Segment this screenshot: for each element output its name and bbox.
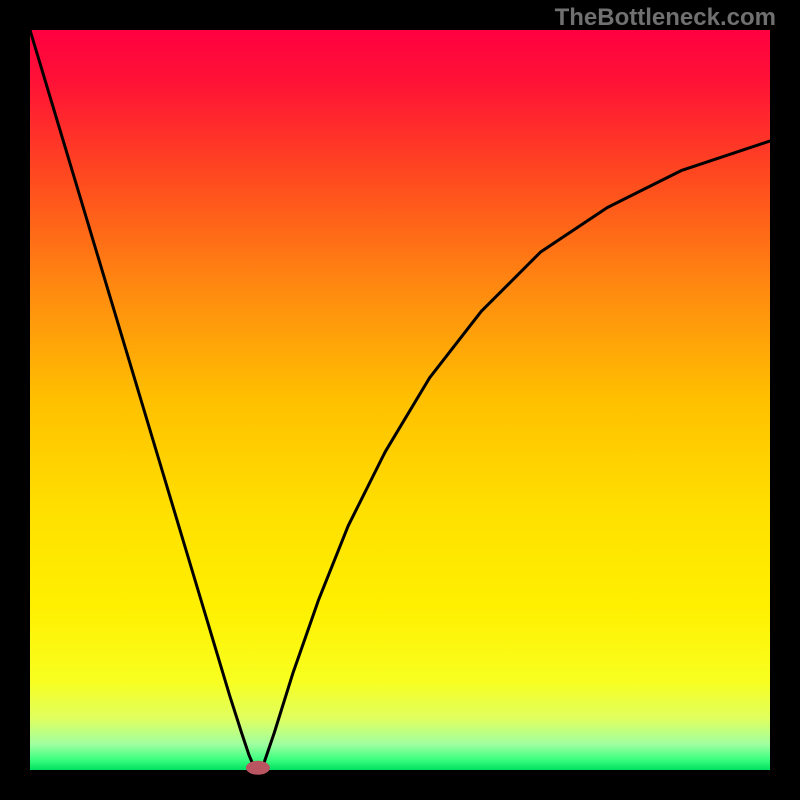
- minimum-marker: [246, 761, 270, 775]
- chart-container: TheBottleneck.com: [0, 0, 800, 800]
- bottleneck-chart: [0, 0, 800, 800]
- watermark-text: TheBottleneck.com: [555, 4, 776, 32]
